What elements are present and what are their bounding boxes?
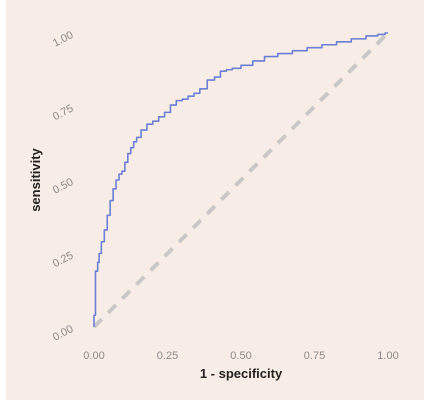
y-axis-title: sensitivity (28, 147, 43, 211)
roc-curve-layer (93, 32, 388, 327)
x-tick-label: 0.25 (157, 350, 178, 362)
x-tick-label: 0.75 (304, 350, 325, 362)
y-tick-label: 1.00 (51, 29, 76, 50)
x-tick-label: 0.00 (83, 350, 104, 362)
reference-diagonal-line (92, 31, 390, 329)
y-tick-label: 0.25 (51, 250, 76, 271)
reference-line-layer (92, 31, 390, 329)
y-tick-label: 0.75 (51, 103, 76, 124)
x-axis-title: 1 - specificity (200, 366, 283, 381)
y-tick-label: 0.00 (51, 323, 76, 344)
x-tick-labels: 0.00 0.25 0.50 0.75 1.00 (83, 350, 398, 362)
x-tick-label: 1.00 (377, 350, 398, 362)
plot-panel: 0.00 0.25 0.50 0.75 1.00 0.00 0.25 0.50 0.75 1.0… (6, 0, 424, 400)
y-tick-labels: 0.00 0.25 0.50 0.75 1.00 (51, 29, 76, 344)
roc-chart: 0.00 0.25 0.50 0.75 1.00 0.00 0.25 0.50 0.75 1.0… (28, 29, 399, 381)
x-tick-label: 0.50 (230, 350, 251, 362)
y-tick-label: 0.50 (51, 176, 76, 197)
roc-curve (93, 32, 388, 327)
